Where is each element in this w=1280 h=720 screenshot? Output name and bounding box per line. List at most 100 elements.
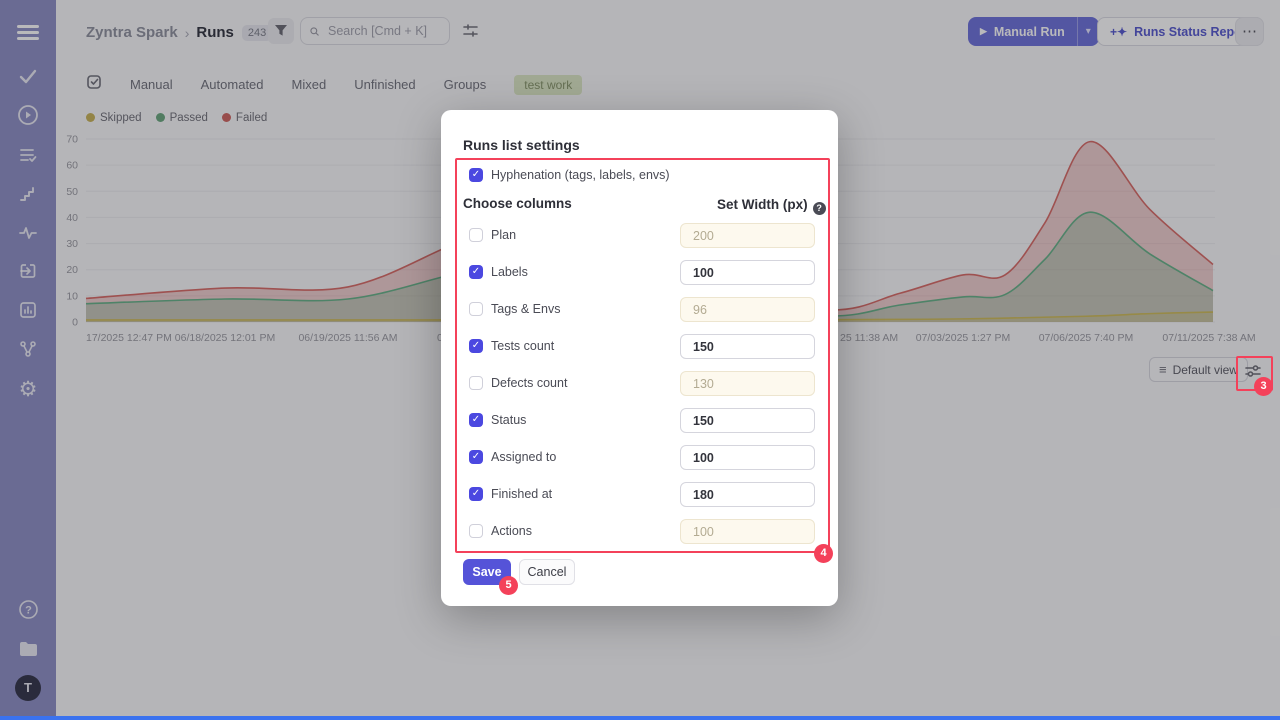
default-view-button[interactable]: ≡ Default view	[1149, 357, 1248, 382]
breadcrumb-page-title: Runs	[196, 24, 234, 41]
width-input-tags-envs[interactable]	[680, 297, 815, 322]
x-axis-tick: 07/03/2025 1:27 PM	[916, 332, 1011, 344]
manual-run-label: Manual Run	[993, 24, 1065, 39]
list-view-icon: ≡	[1159, 362, 1167, 377]
width-input-labels[interactable]	[680, 260, 815, 285]
annotation-badge-5: 5	[499, 576, 518, 595]
column-label-tests-count: Tests count	[491, 339, 555, 353]
tab-unfinished[interactable]: Unfinished	[354, 77, 416, 92]
checkbox-labels[interactable]: ✓	[469, 265, 483, 279]
manual-run-dropdown[interactable]: ▾	[1076, 17, 1099, 46]
tab-mixed[interactable]: Mixed	[291, 77, 327, 92]
bottom-accent-bar	[0, 716, 1280, 720]
y-axis-tick: 30	[66, 238, 78, 250]
checkbox-plan[interactable]	[469, 228, 483, 242]
hyphenation-checkbox[interactable]: ✓	[469, 168, 483, 182]
checkbox-finished-at[interactable]: ✓	[469, 487, 483, 501]
import-inbox-icon[interactable]	[0, 261, 56, 281]
sparkles-icon: +✦	[1110, 24, 1128, 39]
legend-label: Skipped	[100, 111, 142, 124]
column-setting-row: Defects count	[469, 371, 815, 396]
column-setting-row: ✓ Tests count	[469, 334, 815, 359]
cancel-button[interactable]: Cancel	[519, 559, 575, 585]
width-input-tests-count[interactable]	[680, 334, 815, 359]
column-label-assigned-to: Assigned to	[491, 450, 557, 464]
reports-chart-icon[interactable]	[0, 300, 56, 320]
checkbox-defects-count[interactable]	[469, 376, 483, 390]
choose-columns-header: Choose columns	[463, 196, 572, 211]
width-input-status[interactable]	[680, 408, 815, 433]
y-axis-tick: 10	[66, 290, 78, 302]
column-label-tags-envs: Tags & Envs	[491, 302, 561, 316]
annotation-badge-3: 3	[1254, 377, 1273, 396]
x-axis-tick: 25 11:38 AM	[840, 332, 898, 344]
default-view-label: Default view	[1172, 362, 1238, 377]
width-input-assigned-to[interactable]	[680, 445, 815, 470]
checkbox-actions[interactable]	[469, 524, 483, 538]
column-setting-row: Plan	[469, 223, 815, 248]
sidebar: ⚙ ? T	[0, 0, 56, 720]
settings-gear-icon[interactable]: ⚙	[18, 378, 38, 401]
runs-status-report-label: Runs Status Report	[1134, 24, 1251, 39]
column-setting-row: Tags & Envs	[469, 297, 815, 322]
modal-title: Runs list settings	[463, 137, 580, 153]
search-input[interactable]	[326, 23, 440, 39]
milestones-icon[interactable]	[0, 184, 56, 204]
legend-item: Failed	[221, 111, 268, 124]
play-icon: ▶	[980, 26, 987, 36]
tab-manual[interactable]: Manual	[130, 77, 173, 92]
test-plans-icon[interactable]	[0, 145, 56, 165]
y-axis-tick: 20	[66, 264, 78, 276]
filter-button[interactable]	[268, 18, 294, 44]
tag-test-work[interactable]: test work	[514, 74, 583, 95]
activity-pulse-icon[interactable]	[0, 223, 56, 243]
breadcrumb-separator: ›	[184, 24, 190, 41]
manual-run-button[interactable]: ▶ Manual Run ▾	[968, 17, 1099, 46]
more-actions-button[interactable]: ⋯	[1235, 17, 1264, 46]
search-settings-icon[interactable]	[462, 22, 479, 44]
x-axis-tick: 07/06/2025 7:40 PM	[1039, 332, 1134, 344]
column-label-status: Status	[491, 413, 527, 427]
test-cases-check-icon[interactable]	[0, 66, 56, 86]
select-runs-icon[interactable]	[86, 74, 102, 95]
help-question-icon[interactable]: ?	[812, 202, 826, 215]
legend-label: Failed	[235, 111, 268, 124]
breadcrumb-project[interactable]: Zyntra Spark	[86, 24, 178, 41]
y-axis-tick: 50	[66, 186, 78, 198]
test-runs-icon[interactable]	[0, 104, 56, 126]
x-axis-tick: 06/18/2025 12:01 PM	[175, 332, 275, 344]
user-avatar[interactable]: T	[0, 675, 56, 701]
column-label-plan: Plan	[491, 228, 517, 242]
checkbox-tags-envs[interactable]	[469, 302, 483, 316]
tab-automated[interactable]: Automated	[200, 77, 264, 92]
runs-list-settings-button[interactable]	[1244, 362, 1262, 385]
x-axis-tick: 07/11/2025 7:38 AM	[1162, 332, 1255, 344]
legend-dot	[155, 113, 165, 122]
column-label-actions: Actions	[491, 524, 532, 538]
runs-list-settings-modal: Runs list settings ✓ Hyphenation (tags, …	[441, 110, 838, 606]
runs-filter-tabs: Manual Automated Mixed Unfinished Groups…	[86, 74, 583, 95]
chart-legend: Skipped Passed Failed	[86, 109, 281, 127]
checkbox-status[interactable]: ✓	[469, 413, 483, 427]
column-label-labels: Labels	[491, 265, 528, 279]
menu-icon[interactable]	[0, 22, 56, 43]
breadcrumb: Zyntra Spark › Runs 243	[86, 24, 273, 41]
column-label-defects-count: Defects count	[491, 376, 568, 390]
tab-groups[interactable]: Groups	[443, 77, 487, 92]
docs-folder-icon[interactable]	[0, 640, 56, 658]
width-input-actions[interactable]	[680, 519, 815, 544]
width-input-finished-at[interactable]	[680, 482, 815, 507]
legend-dot	[86, 113, 95, 122]
branch-icon[interactable]	[0, 339, 56, 359]
column-setting-row: ✓ Status	[469, 408, 815, 433]
checkbox-tests-count[interactable]: ✓	[469, 339, 483, 353]
width-input-plan[interactable]	[680, 223, 815, 248]
checkbox-assigned-to[interactable]: ✓	[469, 450, 483, 464]
width-input-defects-count[interactable]	[680, 371, 815, 396]
y-axis-tick: 70	[66, 134, 78, 146]
column-label-finished-at: Finished at	[491, 487, 553, 501]
help-icon[interactable]: ?	[0, 599, 56, 620]
annotation-badge-4: 4	[814, 544, 833, 563]
x-axis-tick: 17/2025 12:47 PM	[86, 332, 172, 344]
column-setting-row: ✓ Assigned to	[469, 445, 815, 470]
